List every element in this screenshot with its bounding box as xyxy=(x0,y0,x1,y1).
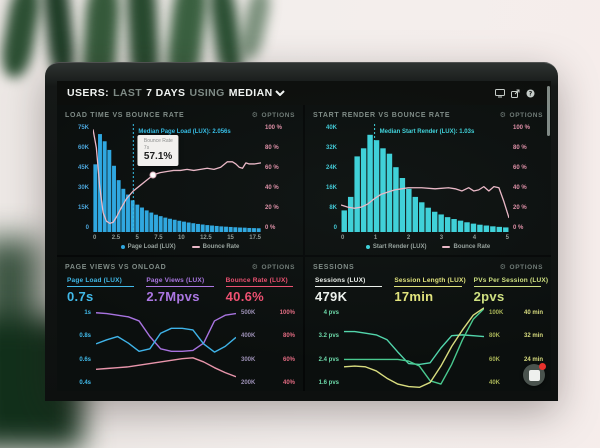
kpi-underline xyxy=(67,286,135,287)
gear-icon: ⚙ xyxy=(499,264,507,271)
panel-page-views: PAGE VIEWS VS ONLOAD ⚙ OPTIONS Page Load… xyxy=(57,257,303,391)
x-axis: 0 2.5 5 7.5 10 12.5 15 17.5 xyxy=(93,235,261,241)
plot-area[interactable]: Median Start Render (LUX): 1.03s xyxy=(341,124,509,232)
legend-item[interactable]: Page Load (LUX) xyxy=(120,244,176,250)
kpi-label: Page Views (LUX) xyxy=(146,277,205,284)
y-axis-right: 500K 100% 400K 80% 300K 60% 200K 40% xyxy=(241,310,295,386)
kpi-value: 0.7s xyxy=(67,289,94,304)
tooltip-subtitle: 7s xyxy=(143,144,150,151)
plant-leaf xyxy=(0,0,45,80)
title-using: USING xyxy=(189,87,225,99)
kpi-value: 40.6% xyxy=(225,289,265,304)
kpi-value: 2pvs xyxy=(473,289,505,304)
kpi-label: Page Load (LUX) xyxy=(67,277,123,284)
panel-sessions: SESSIONS ⚙ OPTIONS Sessions (LUX) 479K Se… xyxy=(305,257,551,391)
kpi-label: Bounce Rate (LUX) xyxy=(225,277,288,284)
plot-area[interactable] xyxy=(344,307,484,389)
title-last: LAST xyxy=(113,87,143,99)
kpi-session-length: Session Length (LUX) 17min xyxy=(394,277,466,304)
y-axis-left: 1s 0.8s 0.6s 0.4s xyxy=(79,310,91,386)
kpi-label: PVs Per Session (LUX) xyxy=(473,277,549,284)
kpi-underline xyxy=(394,286,462,287)
tooltip-title: Bounce Rate xyxy=(143,137,173,144)
options-button[interactable]: ⚙ OPTIONS xyxy=(251,112,295,119)
legend-item[interactable]: Bounce Rate xyxy=(191,244,239,250)
kpi-row: Page Load (LUX) 0.7s Page Views (LUX) 2.7M… xyxy=(67,277,293,304)
options-button[interactable]: ⚙ OPTIONS xyxy=(499,112,543,119)
chat-sheet-icon xyxy=(528,369,540,381)
plot-area[interactable] xyxy=(96,307,236,389)
y-axis-right: 100 % 80 % 60 % 40 % 20 % 0 % xyxy=(265,125,283,231)
gear-icon: ⚙ xyxy=(251,112,259,119)
median-annotation: Median Page Load (LUX): 2.056s xyxy=(138,129,231,136)
kpi-underline xyxy=(315,286,383,287)
sessions-chart: 4 pvs 3.2 pvs 2.4 pvs 1.6 pvs 100K 40 min 80K… xyxy=(313,307,543,389)
start-render-chart: 40K 32K 24K 16K 8K 0 Median Start Render (LUX… xyxy=(313,124,543,253)
kpi-value: 2.7Mpvs xyxy=(146,289,200,304)
kpi-label: Sessions (LUX) xyxy=(315,277,366,284)
load-time-chart: 75K 60K 45K 30K 15K 0 Median Page Load (LUX):… xyxy=(65,124,295,253)
gear-icon: ⚙ xyxy=(499,112,507,119)
chevron-down-icon[interactable] xyxy=(274,90,285,96)
kpi-sessions: Sessions (LUX) 479K xyxy=(315,277,383,304)
page-title: USERS: LAST 7 DAYS USING MEDIAN xyxy=(67,87,273,99)
title-days: 7 DAYS xyxy=(146,87,186,99)
gear-icon: ⚙ xyxy=(251,264,259,271)
panel-title: SESSIONS xyxy=(313,264,355,271)
plant-leaf xyxy=(236,0,274,62)
notification-badge xyxy=(539,363,546,370)
kpi-pvs-per-session: PVs Per Session (LUX) 2pvs xyxy=(473,277,549,304)
kpi-underline xyxy=(146,286,214,287)
options-button[interactable]: ⚙ OPTIONS xyxy=(251,264,295,271)
legend-item[interactable]: Bounce Rate xyxy=(442,244,490,250)
panel-start-render: START RENDER VS BOUNCE RATE ⚙ OPTIONS 40… xyxy=(305,105,551,255)
panel-load-time: LOAD TIME VS BOUNCE RATE ⚙ OPTIONS 75K 60… xyxy=(57,105,303,255)
panel-title: START RENDER VS BOUNCE RATE xyxy=(313,112,451,119)
kpi-label: Session Length (LUX) xyxy=(394,277,466,284)
kpi-underline xyxy=(225,286,293,287)
median-annotation: Median Start Render (LUX): 1.03s xyxy=(379,129,475,136)
y-axis-right: 100K 40 min 80K 32 min 60K 24 min 40K xyxy=(489,310,543,386)
plot-area[interactable]: Median Page Load (LUX): 2.056s Bounce Ra… xyxy=(93,124,261,232)
y-axis-left: 75K 60K 45K 30K 15K 0 xyxy=(77,125,89,231)
dashboard-header: USERS: LAST 7 DAYS USING MEDIAN ? xyxy=(57,81,551,105)
chart-legend: Start Render (LUX) Bounce Rate xyxy=(313,241,543,253)
panel-title: LOAD TIME VS BOUNCE RATE xyxy=(65,112,185,119)
kpi-bounce-rate: Bounce Rate (LUX) 40.6% xyxy=(225,277,293,304)
scrollbar[interactable] xyxy=(547,86,550,136)
legend-item[interactable]: Start Render (LUX) xyxy=(365,244,426,250)
svg-text:?: ? xyxy=(529,90,533,97)
chat-widget-button[interactable] xyxy=(523,363,546,386)
title-median: MEDIAN xyxy=(228,87,273,99)
options-button[interactable]: ⚙ OPTIONS xyxy=(499,264,543,271)
kpi-row: Sessions (LUX) 479K Session Length (LUX) 1… xyxy=(315,277,549,304)
page-views-chart: 1s 0.8s 0.6s 0.4s 500K 100% 400K 80% 300K 60% 200… xyxy=(65,307,295,389)
title-users: USERS: xyxy=(67,87,110,99)
y-axis-left: 4 pvs 3.2 pvs 2.4 pvs 1.6 pvs xyxy=(318,310,339,386)
kpi-value: 479K xyxy=(315,289,348,304)
chart-legend: Page Load (LUX) Bounce Rate xyxy=(65,241,295,253)
kpi-value: 17min xyxy=(394,289,434,304)
export-icon[interactable] xyxy=(511,89,520,98)
y-axis-right: 100 % 80 % 60 % 40 % 20 % 0 % xyxy=(513,125,531,231)
panel-title: PAGE VIEWS VS ONLOAD xyxy=(65,264,167,271)
kpi-page-views: Page Views (LUX) 2.7Mpvs xyxy=(146,277,214,304)
help-icon[interactable]: ? xyxy=(526,89,535,98)
kpi-underline xyxy=(473,286,541,287)
chart-tooltip: Bounce Rate 7s 57.1% xyxy=(137,134,179,166)
monitor-icon[interactable] xyxy=(495,88,505,98)
tooltip-value: 57.1% xyxy=(143,151,173,163)
dashboard-screen: USERS: LAST 7 DAYS USING MEDIAN ? xyxy=(57,81,551,391)
y-axis-left: 40K 32K 24K 16K 8K 0 xyxy=(325,125,337,231)
panel-grid: LOAD TIME VS BOUNCE RATE ⚙ OPTIONS 75K 60… xyxy=(57,105,551,391)
tooltip-dot xyxy=(149,171,157,179)
kpi-page-load: Page Load (LUX) 0.7s xyxy=(67,277,135,304)
laptop-bezel: USERS: LAST 7 DAYS USING MEDIAN ? xyxy=(45,62,558,401)
